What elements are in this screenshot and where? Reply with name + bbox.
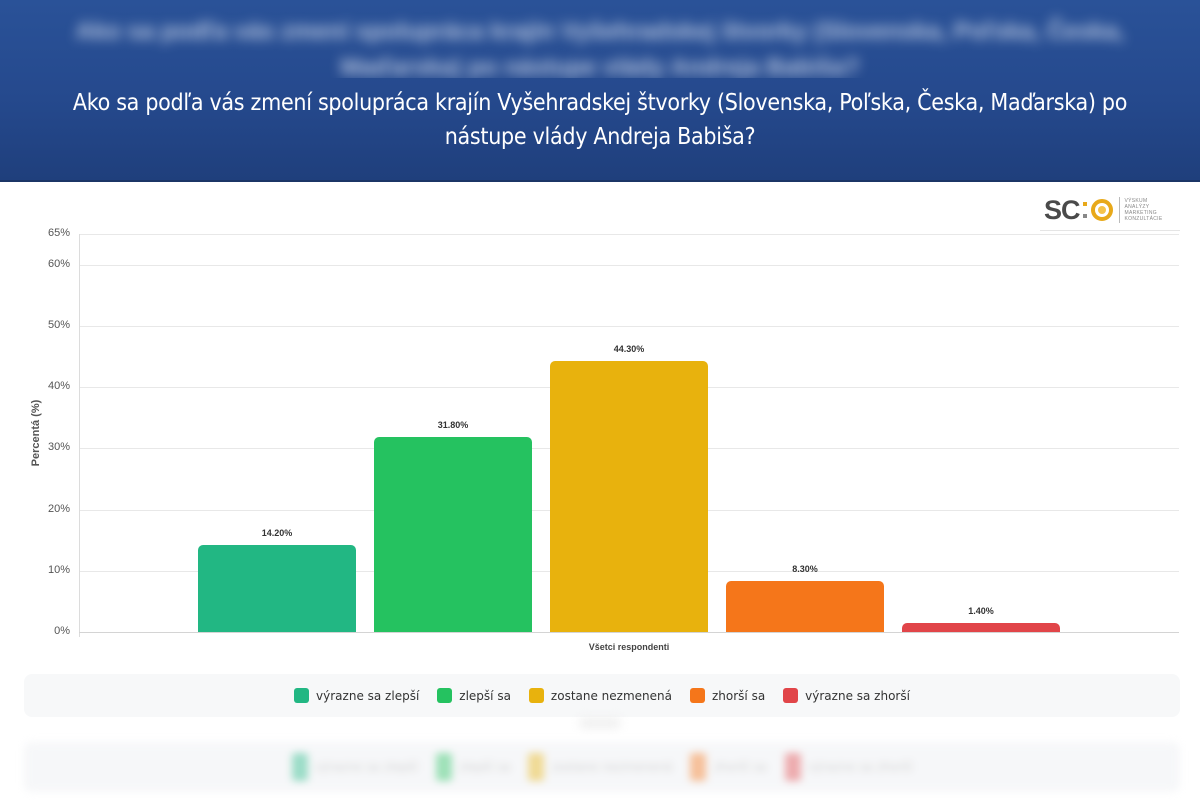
legend-label: výrazne sa zlepší (314, 760, 418, 774)
legend-label: výrazne sa zhorší (807, 760, 913, 774)
legend-label: výrazne sa zlepší (316, 688, 420, 703)
chart-title-line-1: Ako sa podľa vás zmení spolupráca krajín… (72, 90, 1128, 116)
y-tick-label: 20% (47, 502, 70, 515)
legend-swatch-icon (294, 688, 310, 703)
sco-logo: SC VÝSKUM ANALÝZY MARKETING KONZULTÁCIE (1044, 195, 1162, 225)
legend-item[interactable]: výrazne sa zhorší (783, 688, 910, 703)
logo-mark: SC (1044, 194, 1081, 225)
legend-label: zhorší sa (713, 760, 767, 774)
legend-item[interactable]: zhorší sa (689, 688, 766, 703)
bar[interactable] (374, 437, 532, 632)
header-banner: Ako sa podľa vás zmení spolupráca krajín… (0, 0, 1200, 182)
legend-swatch-icon (437, 688, 453, 703)
bar-value-label: 44.30% (613, 343, 645, 354)
legend-item: zostane nezmenená (528, 753, 672, 781)
chart-title-line-2: nástupe vlády Andreja Babiša? (444, 124, 756, 150)
legend-item: zlepší sa (435, 753, 511, 781)
legend-swatch-icon (784, 753, 801, 781)
logo-divider-line (1040, 230, 1180, 231)
legend-label: výrazne sa zhorší (805, 688, 910, 703)
bar-value-label: 31.80% (437, 420, 469, 431)
legend-swatch-icon (783, 688, 799, 703)
bar[interactable] (198, 545, 356, 632)
gridline (79, 234, 1179, 235)
bar-value-label: 14.20% (261, 528, 293, 539)
y-axis-line (79, 234, 80, 637)
legend-item[interactable]: výrazne sa zlepší (294, 688, 419, 703)
legend-swatch-icon (528, 753, 545, 781)
legend-item: zhorší sa (690, 753, 767, 781)
logo-colon-icon (1082, 200, 1087, 220)
chart-legend: výrazne sa zlepší zlepší sa zostane nezmen… (24, 674, 1180, 717)
y-axis-label: Percentá (%) (30, 399, 42, 467)
y-tick-label: 65% (47, 227, 70, 239)
chart-title: Ako sa podľa vás zmení spolupráca krajín… (0, 86, 1200, 154)
y-tick-label: 0% (54, 625, 70, 637)
legend-label: zostane nezmenená (551, 760, 673, 774)
y-tick-label: 50% (47, 318, 70, 331)
legend-swatch-icon (291, 753, 308, 781)
bar[interactable] (550, 360, 708, 632)
legend-item[interactable]: zlepší sa (437, 688, 511, 703)
legend-item: výrazne sa zlepší (291, 753, 418, 781)
y-tick-label: 60% (47, 257, 70, 270)
legend-swatch-icon (528, 688, 544, 703)
gridline (79, 264, 1179, 266)
y-tick-label: 30% (47, 441, 70, 454)
legend-swatch-icon (435, 753, 452, 781)
gridline (79, 325, 1179, 327)
bar[interactable] (902, 623, 1060, 632)
blurred-duplicate-legend: výrazne sa zlepší zlepší sa zostane nezmen… (24, 742, 1180, 792)
x-axis-category-label: Všetci respondenti (588, 642, 670, 652)
blurred-previous-title: Ako sa podľa vás zmení spolupráca krajín… (75, 18, 1125, 78)
legend-item[interactable]: zostane nezmenená (528, 688, 672, 703)
legend-label: zostane nezmenená (550, 688, 672, 703)
legend-label: zhorší sa (711, 688, 766, 703)
logo-divider (1118, 197, 1120, 223)
legend-item: výrazne sa zhorší (784, 753, 913, 781)
bar-value-label: 1.40% (968, 606, 994, 617)
legend-label: zlepší sa (458, 760, 511, 774)
legend-label: zlepší sa (459, 688, 511, 703)
legend-swatch-icon (690, 753, 707, 781)
y-tick-label: 40% (47, 380, 70, 393)
logo-tagline: VÝSKUM ANALÝZY MARKETING KONZULTÁCIE (1124, 198, 1163, 222)
y-tick-label: 10% (47, 563, 70, 576)
bar-value-label: 8.30% (792, 564, 818, 575)
blurred-shadow (580, 718, 620, 728)
legend-swatch-icon (689, 688, 705, 703)
logo-magnifier-icon (1090, 199, 1113, 221)
x-axis-line (79, 632, 1179, 633)
bar[interactable] (726, 581, 884, 632)
